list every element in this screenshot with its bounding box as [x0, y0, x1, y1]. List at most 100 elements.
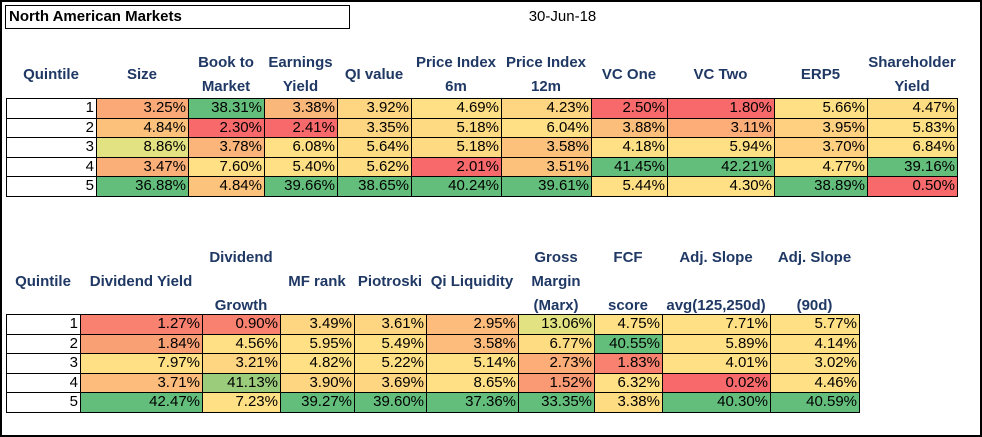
header-line — [354, 245, 426, 269]
header-line: Price Index — [505, 54, 587, 71]
value-cell: 39.60% — [354, 392, 427, 413]
header-line: Earnings — [268, 54, 333, 71]
table2-col-header-2: Dividend Growth — [202, 245, 280, 314]
header-line: FCF — [613, 249, 643, 266]
value-cell: 7.97% — [80, 353, 203, 374]
table-row: 5 36.88% 4.84% 39.66% 38.65% 40.24% 39.61% 5.44… — [6, 176, 958, 197]
header-line: (Marx) — [533, 297, 579, 314]
value-cell: 4.75% — [594, 314, 663, 335]
value-cell: 42.21% — [667, 156, 775, 177]
header-line: QI value — [344, 66, 404, 83]
value-cell: 4.14% — [770, 333, 860, 354]
header-line: Market — [201, 78, 251, 95]
value-cell: 6.32% — [594, 372, 663, 393]
value-cell: 6.08% — [264, 137, 338, 158]
table1-col-header-6: Price Index 12m — [501, 49, 591, 98]
header-line: MF rank — [288, 273, 346, 290]
value-cell: 42.47% — [80, 392, 203, 413]
header-line: Shareholder — [868, 54, 956, 71]
value-cell: 4.77% — [774, 156, 868, 177]
value-cell: 7.60% — [188, 156, 265, 177]
table2-col-header-8: Adj. Slope avg(125,250d) — [662, 245, 770, 314]
value-cell: 7.23% — [202, 392, 281, 413]
value-cell: 41.13% — [202, 372, 281, 393]
quintile-cell: 3 — [6, 353, 81, 374]
header-line: Margin — [531, 273, 581, 290]
value-cell: 4.01% — [662, 353, 771, 374]
header-line — [770, 269, 859, 293]
value-cell: 3.38% — [264, 98, 338, 119]
value-cell: 40.24% — [411, 176, 502, 197]
header-line: Piotroski — [357, 273, 423, 290]
quintile-cell: 5 — [6, 176, 97, 197]
table1-quintile-returns: 1 3.25% 38.31% 3.38% 3.92% 4.69% 4.23% 2.50% 1.8… — [6, 98, 958, 197]
table2-col-header-1: Dividend Yield — [80, 245, 202, 314]
value-cell: 3.90% — [280, 372, 355, 393]
value-cell: 39.61% — [501, 176, 592, 197]
value-cell: 2.95% — [426, 314, 519, 335]
header-line — [6, 245, 80, 269]
quintile-cell: 4 — [6, 372, 81, 393]
table1-col-header-4: QI value — [337, 49, 411, 98]
header-line — [594, 269, 662, 293]
value-cell: 4.47% — [867, 98, 958, 119]
value-cell: 4.84% — [96, 117, 189, 138]
value-cell: 5.94% — [667, 137, 775, 158]
table1-col-header-0: Quintile — [6, 49, 96, 98]
header-line: VC One — [601, 66, 657, 83]
table1-col-header-9: ERP5 — [774, 49, 867, 98]
value-cell: 5.18% — [411, 137, 502, 158]
value-cell: 4.30% — [667, 176, 775, 197]
value-cell: 3.61% — [354, 314, 427, 335]
value-cell: 39.66% — [264, 176, 338, 197]
value-cell: 2.73% — [518, 353, 595, 374]
table2-col-header-5: Qi Liquidity — [426, 245, 518, 314]
table-row: 4 3.47% 7.60% 5.40% 5.62% 2.01% 3.51% 41.45% 42.… — [6, 156, 958, 177]
table-row: 3 7.97% 3.21% 4.82% 5.22% 5.14% 2.73% 1.83% 4.01… — [6, 353, 860, 374]
value-cell: 3.71% — [80, 372, 203, 393]
header-line — [280, 245, 354, 269]
table2-col-header-4: Piotroski — [354, 245, 426, 314]
table1-col-header-5: Price Index 6m — [411, 49, 501, 98]
value-cell: 5.64% — [337, 137, 412, 158]
value-cell: 5.95% — [280, 333, 355, 354]
table-row: 1 3.25% 38.31% 3.38% 3.92% 4.69% 4.23% 2.50% 1.8… — [6, 98, 958, 119]
value-cell: 3.78% — [188, 137, 265, 158]
value-cell: 8.65% — [426, 372, 519, 393]
value-cell: 38.65% — [337, 176, 412, 197]
value-cell: 0.02% — [662, 372, 771, 393]
header-line: Price Index — [415, 54, 497, 71]
header-line: VC Two — [693, 66, 748, 83]
header-line: 6m — [445, 78, 467, 95]
value-cell: 3.02% — [770, 353, 860, 374]
header-line: Growth — [214, 297, 268, 314]
value-cell: 4.69% — [411, 98, 502, 119]
quintile-cell: 1 — [6, 98, 97, 119]
quintile-cell: 2 — [6, 333, 81, 354]
value-cell: 4.84% — [188, 176, 265, 197]
table1-col-header-2: Book to Market — [188, 49, 264, 98]
table2-col-header-6: Gross Margin (Marx) — [518, 245, 594, 314]
value-cell: 8.86% — [96, 137, 189, 158]
value-cell: 3.69% — [354, 372, 427, 393]
header-line: Quintile — [23, 66, 79, 83]
header-line: score — [607, 297, 649, 314]
value-cell: 5.14% — [426, 353, 519, 374]
value-cell: 3.11% — [667, 117, 775, 138]
value-cell: 3.21% — [202, 353, 281, 374]
header-line: ERP5 — [800, 66, 841, 83]
value-cell: 37.36% — [426, 392, 519, 413]
quintile-cell: 2 — [6, 117, 97, 138]
value-cell: 36.88% — [96, 176, 189, 197]
table-row: 3 8.86% 3.78% 6.08% 5.64% 5.18% 3.58% 4.18% 5.94… — [6, 137, 958, 158]
value-cell: 33.35% — [518, 392, 595, 413]
report-date: 30-Jun-18 — [528, 8, 597, 25]
value-cell: 3.70% — [774, 137, 868, 158]
header-line: Size — [126, 66, 157, 83]
value-cell: 3.58% — [501, 137, 592, 158]
value-cell: 39.16% — [867, 156, 958, 177]
header-line: Yield — [282, 78, 319, 95]
quintile-cell: 3 — [6, 137, 97, 158]
value-cell: 1.52% — [518, 372, 595, 393]
